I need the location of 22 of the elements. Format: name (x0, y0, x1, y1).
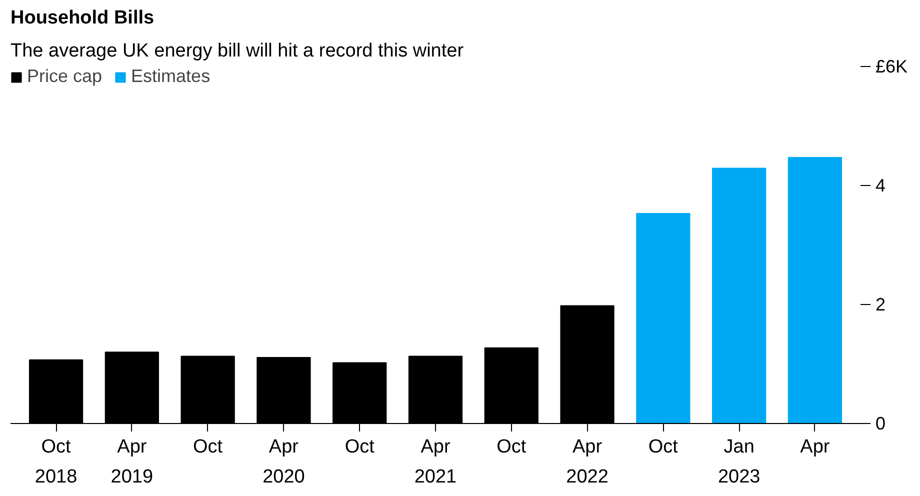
chart-subtitle: The average UK energy bill will hit a record this winter (10, 40, 464, 62)
category-label: Apr 2021 (414, 436, 457, 488)
y-tick-label: 0 (876, 414, 886, 434)
category-label: Oct 2018 (34, 436, 78, 488)
legend-label: Price cap (27, 66, 102, 87)
y-tick-label: 2 (876, 294, 886, 314)
x-tick-label: Oct (648, 436, 679, 458)
y-tick-label: 4 (876, 176, 886, 196)
chart-title: Household Bills (10, 8, 154, 28)
category-label: Apr 2019 (110, 436, 154, 488)
category-label: Apr 2022 (566, 436, 608, 488)
x-tick-label: Apr (800, 436, 830, 458)
category-label: Jan 2023 (718, 436, 760, 488)
bar (788, 157, 842, 424)
x-tick-label: Oct (496, 436, 527, 458)
x-tick-label: Oct (344, 436, 376, 458)
bar (712, 168, 766, 424)
legend-label: Estimates (131, 66, 210, 87)
bar (636, 212, 690, 424)
y-tick-label: £6K (876, 56, 908, 76)
x-tick-label: Oct (193, 436, 224, 458)
category-label: Apr 2020 (262, 436, 305, 488)
